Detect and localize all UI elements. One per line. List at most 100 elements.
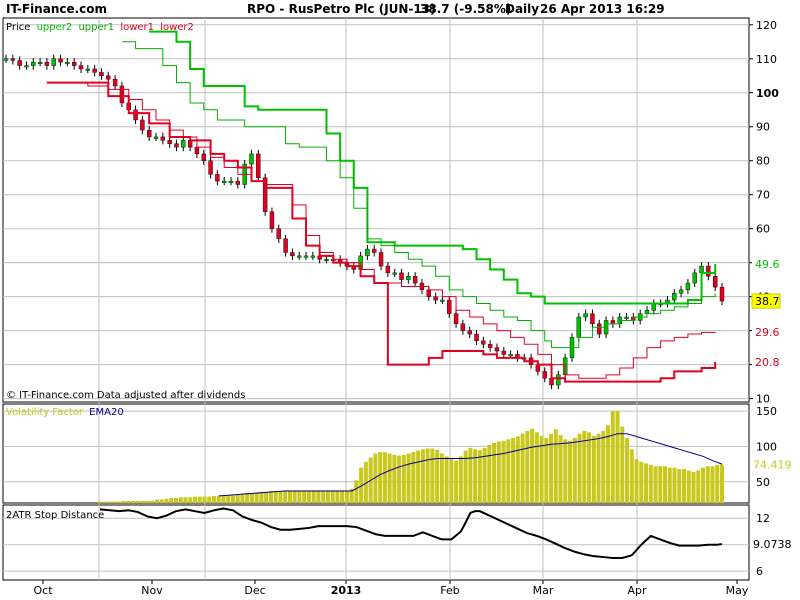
volatility-bar — [154, 499, 159, 503]
volatility-bar — [653, 466, 658, 503]
chart-title: RPO - RusPetro Plc (JUN-13) — [247, 2, 436, 16]
volatility-bar — [534, 432, 539, 503]
volatility-bar — [425, 448, 430, 503]
value-badge-box — [752, 354, 780, 369]
volatility-bar — [639, 461, 644, 503]
volatility-bar — [325, 490, 330, 503]
volatility-bar — [264, 491, 269, 503]
volatility-bar — [444, 456, 449, 503]
value-badge-label: 29.6 — [755, 326, 780, 339]
volatility-bar — [382, 452, 387, 503]
volatility-bar — [192, 496, 197, 503]
candle-body — [201, 153, 206, 161]
candle-body — [406, 276, 411, 280]
volatility-bar — [501, 440, 506, 503]
grid-lines — [3, 18, 749, 580]
candle-body — [133, 109, 138, 121]
candle-body — [487, 344, 493, 348]
volatility-bar — [596, 433, 601, 503]
volatility-bar — [354, 480, 359, 503]
volatility-bar — [112, 501, 117, 503]
volatility-bar — [539, 435, 544, 503]
volatility-bar — [202, 496, 207, 503]
candle-body — [256, 153, 261, 178]
candle-body — [235, 180, 241, 185]
legend-price: Price — [6, 22, 30, 33]
volatility-bar — [511, 437, 516, 503]
volatility-bar — [458, 456, 463, 503]
volatility-bar — [278, 490, 283, 503]
candle-body — [283, 238, 288, 253]
price-tick-label: 110 — [756, 53, 777, 66]
volatility-bar — [705, 466, 710, 503]
volatility-bar — [439, 453, 444, 503]
volatility-bar — [378, 452, 383, 503]
volatility-bar — [449, 459, 454, 503]
candle-body — [365, 248, 370, 257]
volatility-bar — [577, 433, 582, 503]
candle-body — [685, 282, 691, 291]
candle-body — [392, 272, 397, 275]
volatility-bar — [454, 460, 459, 503]
atr-tick-label: 6 — [756, 565, 763, 578]
x-tick-label: May — [726, 584, 749, 597]
volatility-bar — [506, 439, 511, 503]
legend-upper1: upper1 — [78, 22, 114, 33]
volatility-bar — [249, 493, 254, 503]
candle-body — [590, 313, 595, 325]
volatility-bar — [169, 498, 174, 503]
candle-body — [187, 140, 193, 148]
price-legend: Price upper2 upper1 lower1 lower2 — [6, 22, 194, 33]
volatility-bar — [482, 447, 487, 503]
candle-body — [106, 75, 111, 80]
candle-body — [194, 146, 200, 155]
price-tick-label: 120 — [756, 19, 777, 32]
volatility-bar — [306, 490, 311, 503]
volatility-layer — [98, 411, 724, 503]
volatility-bar — [572, 437, 577, 503]
ema20-line — [218, 433, 723, 497]
volatility-bar — [629, 449, 634, 503]
candle-body — [146, 129, 152, 138]
volatility-bar — [701, 467, 706, 503]
volatility-bar — [677, 469, 682, 503]
candle-body — [508, 354, 513, 357]
volatility-bar — [321, 490, 326, 503]
volatility-tick-label: 100 — [756, 440, 777, 453]
volatility-bar — [667, 467, 672, 503]
candle-body — [290, 252, 295, 257]
candle-body — [651, 303, 657, 311]
candle-body — [167, 140, 172, 144]
value-badge-label: 9.0738 — [753, 538, 792, 551]
volatility-bar — [297, 490, 302, 503]
candle-body — [501, 350, 506, 355]
candle-body — [481, 340, 486, 345]
candle-body — [412, 276, 418, 284]
candle-body — [3, 58, 9, 61]
legend-upper2: upper2 — [37, 22, 73, 33]
volatility-bar — [221, 495, 226, 503]
volatility-bar — [515, 436, 520, 503]
volatility-bar — [121, 500, 126, 503]
candle-body — [208, 160, 213, 175]
candle-body — [433, 296, 438, 301]
candle-body — [140, 119, 145, 131]
series-lower1 — [46, 82, 716, 379]
volatility-bar — [178, 497, 183, 503]
volatility-tick-label: 150 — [756, 405, 777, 418]
volatility-bar — [235, 494, 240, 503]
volatility-bar — [116, 501, 121, 503]
volatility-bar — [525, 430, 530, 503]
volatility-bar — [98, 501, 102, 503]
volatility-bar — [530, 428, 535, 503]
candle-body — [712, 276, 718, 288]
volatility-bar — [582, 430, 587, 503]
volatility-bar — [411, 452, 416, 503]
volatility-bar — [259, 491, 264, 503]
candle-body — [262, 177, 268, 212]
price-layer — [3, 30, 725, 390]
candle-body — [112, 78, 118, 87]
volatility-bar — [254, 492, 259, 503]
volatility-bar — [131, 500, 136, 503]
volatility-bar — [644, 463, 649, 503]
